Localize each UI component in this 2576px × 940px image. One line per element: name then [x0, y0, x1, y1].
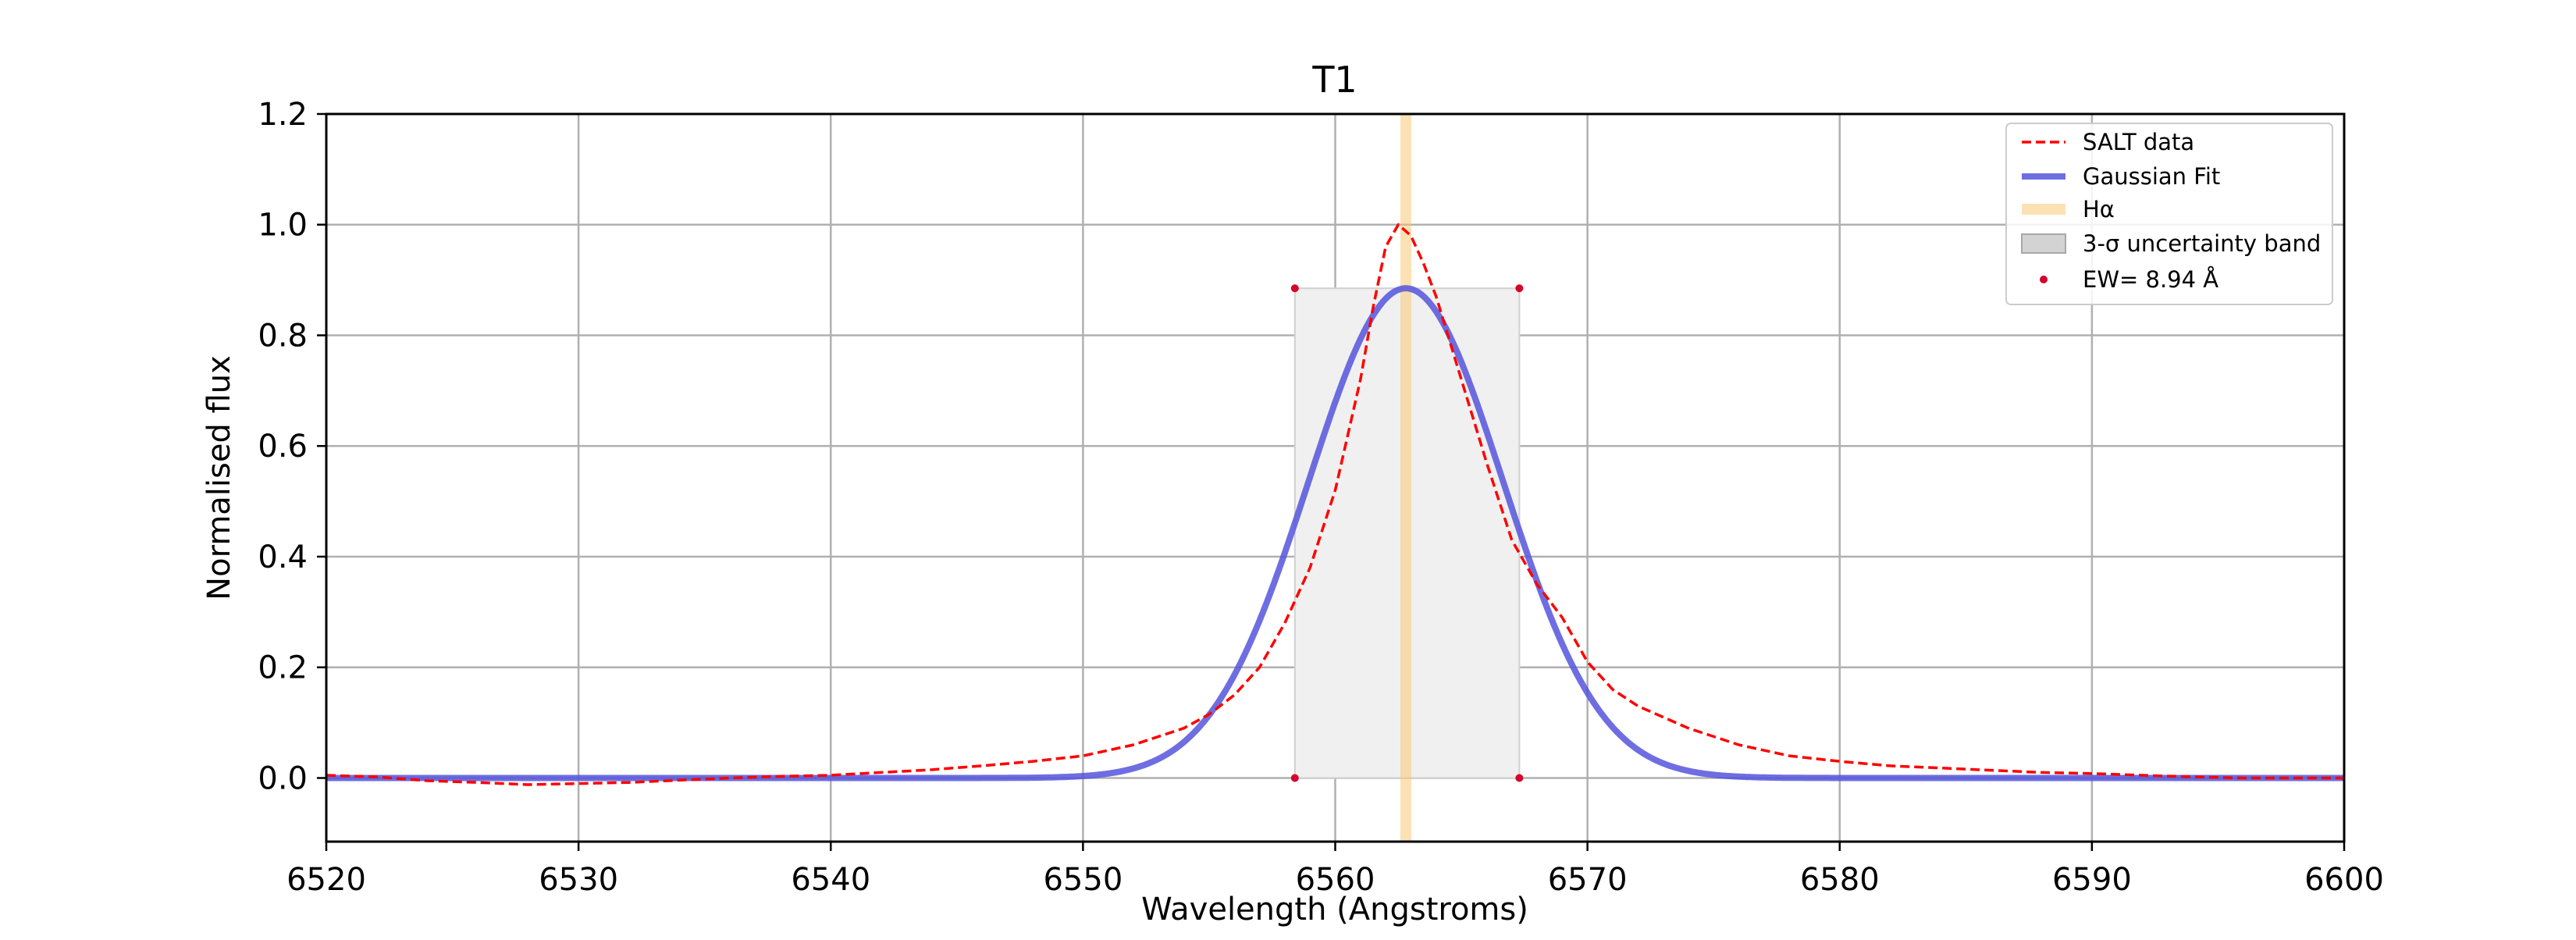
legend-label: Hα: [2083, 196, 2115, 223]
y-tick-label: 1.0: [258, 208, 308, 244]
x-tick-label: 6550: [1043, 862, 1123, 898]
legend: SALT data Gaussian Fit Hα 3-σ uncertainty b…: [2005, 123, 2333, 305]
y-tick-label: 0.0: [258, 760, 308, 796]
ew-point: [1290, 774, 1299, 782]
salt-data-line: [326, 223, 2344, 786]
y-tick-label: 0.6: [258, 429, 308, 465]
legend-label: Gaussian Fit: [2083, 163, 2220, 190]
y-tick-label: 1.2: [258, 97, 308, 133]
legend-label: SALT data: [2083, 129, 2194, 155]
y-axis-label: Normalised flux: [201, 355, 237, 600]
y-tick-label: 0.4: [258, 539, 308, 575]
x-tick-label: 6560: [1296, 862, 1375, 898]
ticks: 6520 6530 6540 6550 6560 6570 6580 6590 6600 0.0 0…: [258, 97, 2384, 898]
ew-point: [1515, 284, 1524, 293]
x-tick-label: 6580: [1800, 862, 1880, 898]
chart-title: T1: [1311, 59, 1357, 101]
legend-box: [2005, 123, 2333, 305]
x-tick-label: 6600: [2304, 862, 2384, 898]
ew-point: [1290, 284, 1299, 293]
legend-label: 3-σ uncertainty band: [2083, 230, 2321, 257]
y-tick-label: 0.2: [258, 650, 308, 686]
x-tick-label: 6540: [791, 862, 870, 898]
x-tick-label: 6590: [2052, 862, 2132, 898]
legend-swatch-ew: [2040, 276, 2048, 283]
ew-point: [1515, 774, 1524, 782]
x-axis-label: Wavelength (Angstroms): [1141, 892, 1528, 928]
legend-swatch-band: [2021, 233, 2066, 254]
gaussian-fit-line: [326, 285, 2344, 782]
data-layer: [326, 114, 2344, 842]
x-tick-label: 6570: [1548, 862, 1628, 898]
legend-label: EW= 8.94 Å: [2083, 266, 2218, 293]
x-tick-label: 6520: [286, 862, 366, 898]
x-tick-label: 6530: [539, 862, 618, 898]
y-tick-label: 0.8: [258, 318, 308, 354]
